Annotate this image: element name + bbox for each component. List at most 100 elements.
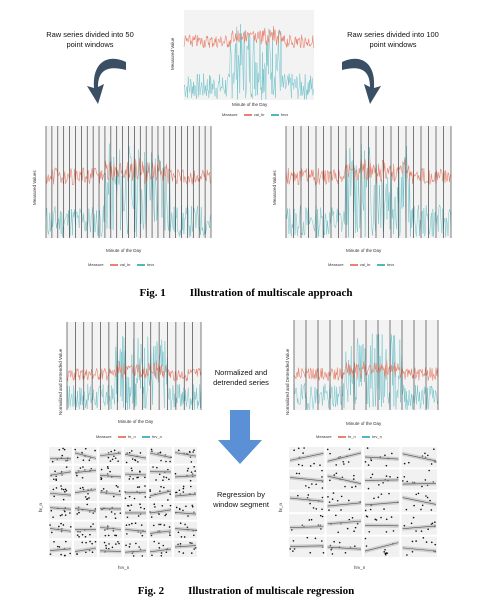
regression-point bbox=[139, 452, 142, 454]
regression-point bbox=[115, 543, 117, 545]
regression-point bbox=[105, 516, 107, 518]
regression-point bbox=[177, 449, 180, 452]
regression-point bbox=[76, 553, 78, 555]
regression-line bbox=[364, 479, 399, 481]
regression-point bbox=[117, 540, 119, 543]
regression-point bbox=[139, 506, 142, 509]
regression-point bbox=[313, 462, 315, 465]
fig2-right-xlabel: Minute of the Day bbox=[346, 421, 382, 426]
regression-point bbox=[81, 476, 84, 479]
regression-point bbox=[87, 492, 89, 495]
regression-point bbox=[319, 464, 321, 466]
regression-point bbox=[130, 450, 133, 452]
regression-line bbox=[174, 512, 197, 515]
regression-point bbox=[168, 478, 170, 481]
regression-point bbox=[187, 467, 190, 470]
regression-point bbox=[434, 543, 437, 546]
regression-point bbox=[385, 475, 388, 477]
series-hr-line bbox=[183, 25, 315, 49]
fig2-left-grid-chart bbox=[49, 447, 197, 557]
regression-point bbox=[424, 479, 427, 481]
regression-line bbox=[327, 502, 362, 507]
regression-line bbox=[124, 454, 147, 459]
regression-point bbox=[126, 516, 129, 519]
regression-point bbox=[60, 485, 62, 487]
regression-point bbox=[160, 552, 163, 554]
fig1-left-xlabel: Minute of the Day bbox=[106, 248, 142, 253]
regression-point bbox=[62, 447, 64, 450]
regression-point bbox=[298, 472, 301, 475]
regression-point bbox=[175, 491, 178, 494]
regression-point bbox=[69, 552, 71, 555]
fig2-right-regression-grid bbox=[280, 444, 440, 568]
regression-line bbox=[74, 508, 97, 512]
regression-point bbox=[160, 485, 162, 488]
regression-point bbox=[163, 476, 165, 478]
regression-point bbox=[94, 540, 97, 543]
regression-point bbox=[82, 486, 84, 489]
regression-point bbox=[165, 513, 167, 516]
regression-line bbox=[174, 493, 197, 497]
regression-point bbox=[330, 548, 333, 551]
regression-line bbox=[289, 545, 324, 547]
regression-point bbox=[383, 508, 385, 510]
regression-point bbox=[193, 534, 195, 537]
regression-point bbox=[347, 461, 350, 463]
regression-point bbox=[115, 534, 118, 537]
regression-point bbox=[112, 495, 115, 498]
regression-point bbox=[76, 474, 78, 477]
regression-point bbox=[425, 541, 428, 543]
regression-point bbox=[107, 467, 109, 470]
regression-point bbox=[82, 459, 85, 461]
regression-point bbox=[139, 471, 141, 473]
regression-point bbox=[374, 518, 377, 521]
fig1-top-chart bbox=[183, 10, 315, 100]
regression-line bbox=[402, 525, 437, 529]
regression-point bbox=[193, 465, 195, 468]
regression-line bbox=[402, 497, 437, 505]
regression-line bbox=[149, 452, 172, 458]
fig2-label: Fig. 2 bbox=[137, 585, 165, 597]
regression-point bbox=[312, 507, 315, 509]
regression-point bbox=[369, 508, 372, 511]
regression-line bbox=[74, 452, 97, 459]
regression-point bbox=[335, 514, 337, 517]
regression-point bbox=[60, 522, 62, 525]
fig1-right-ylabel: Measured Values bbox=[272, 170, 277, 205]
regression-point bbox=[128, 546, 131, 548]
regression-line bbox=[149, 490, 172, 497]
regression-point bbox=[114, 517, 117, 520]
regression-point bbox=[320, 540, 323, 542]
regression-point bbox=[53, 541, 55, 543]
regression-point bbox=[84, 535, 87, 538]
regression-point bbox=[191, 542, 193, 544]
fig2-left-grid-ylabel: hr_n bbox=[38, 502, 43, 512]
regression-point bbox=[127, 505, 130, 507]
regression-point bbox=[420, 530, 423, 532]
regression-point bbox=[415, 530, 417, 532]
regression-point bbox=[380, 516, 382, 519]
regression-point bbox=[65, 466, 68, 468]
regression-point bbox=[131, 458, 134, 460]
regression-point bbox=[348, 448, 351, 451]
regression-point bbox=[49, 553, 52, 555]
fig2-right-legend: Measure hr_n hrv_n bbox=[316, 434, 382, 439]
fig1-top-ylabel: Measured Value bbox=[170, 37, 175, 70]
regression-point bbox=[315, 508, 318, 510]
fig2-left-plot bbox=[55, 320, 205, 428]
regression-point bbox=[61, 454, 64, 457]
regression-point bbox=[69, 526, 72, 528]
fig1-note-right: Raw series divided into 100 point window… bbox=[347, 30, 439, 49]
regression-point bbox=[152, 524, 155, 527]
regression-line bbox=[402, 547, 437, 552]
regression-point bbox=[131, 469, 133, 472]
regression-point bbox=[141, 534, 144, 537]
regression-point bbox=[346, 527, 349, 530]
regression-point bbox=[364, 509, 367, 512]
regression-point bbox=[53, 495, 55, 498]
regression-point bbox=[160, 459, 162, 462]
regression-point bbox=[158, 473, 161, 476]
legend-swatch-hr bbox=[337, 436, 346, 438]
regression-point bbox=[150, 516, 153, 518]
regression-point bbox=[51, 460, 54, 463]
